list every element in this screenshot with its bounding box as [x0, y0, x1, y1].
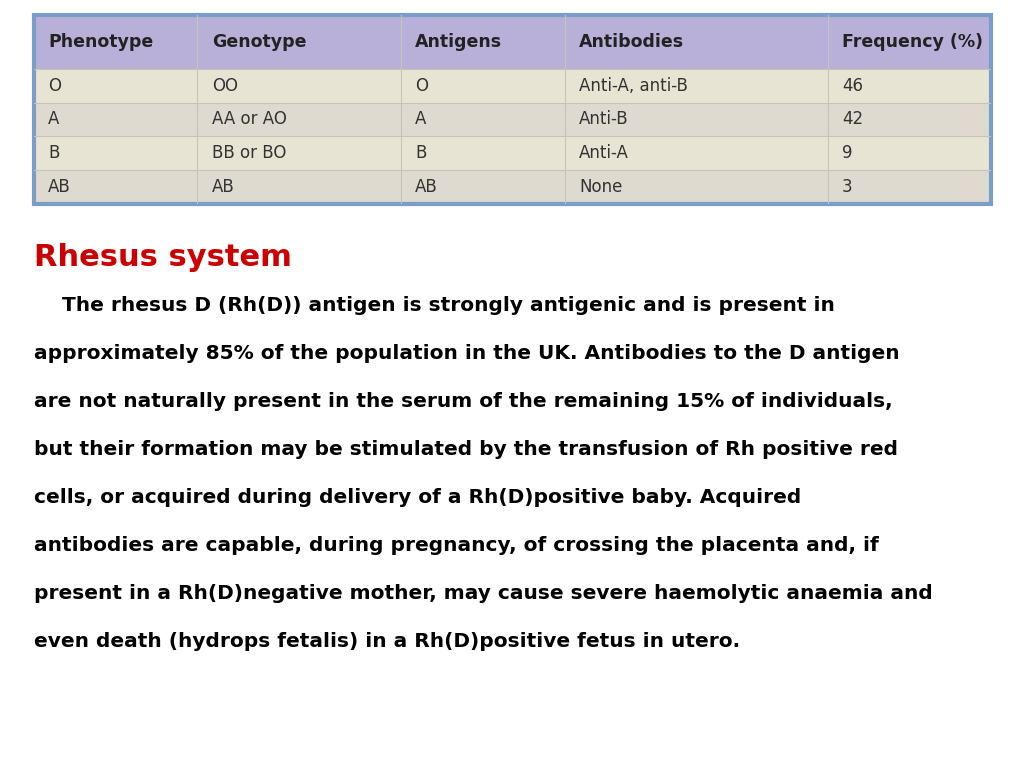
Bar	[198, 103, 400, 136]
Text: Anti-B: Anti-B	[579, 111, 629, 128]
Text: 46: 46	[842, 77, 863, 94]
Bar	[198, 15, 400, 69]
Bar	[34, 136, 198, 170]
Bar	[400, 103, 564, 136]
Bar	[827, 136, 991, 170]
Text: OO: OO	[212, 77, 238, 94]
Text: O: O	[48, 77, 61, 94]
Bar	[400, 170, 564, 204]
Text: Frequency (%): Frequency (%)	[842, 33, 983, 51]
Text: approximately 85% of the population in the UK. Antibodies to the D antigen: approximately 85% of the population in t…	[34, 344, 899, 362]
Bar	[198, 170, 400, 204]
Bar	[564, 69, 827, 103]
Text: The rhesus D (Rh(D)) antigen is strongly antigenic and is present in: The rhesus D (Rh(D)) antigen is strongly…	[34, 296, 835, 315]
Text: None: None	[579, 177, 623, 196]
Text: AB: AB	[48, 177, 71, 196]
Bar	[198, 69, 400, 103]
Text: Phenotype: Phenotype	[48, 33, 154, 51]
Bar	[827, 69, 991, 103]
Text: cells, or acquired during delivery of a Rh(D)positive baby. Acquired: cells, or acquired during delivery of a …	[34, 488, 801, 507]
Text: but their formation may be stimulated by the transfusion of Rh positive red: but their formation may be stimulated by…	[34, 440, 898, 458]
Bar	[34, 170, 198, 204]
Text: Antigens: Antigens	[416, 33, 503, 51]
Text: AB: AB	[212, 177, 234, 196]
Text: A: A	[416, 111, 427, 128]
Bar	[34, 103, 198, 136]
Text: Anti-A, anti-B: Anti-A, anti-B	[579, 77, 688, 94]
Bar	[400, 69, 564, 103]
Text: B: B	[48, 144, 59, 162]
Bar	[198, 136, 400, 170]
Text: BB or BO: BB or BO	[212, 144, 287, 162]
Bar	[564, 136, 827, 170]
Text: O: O	[416, 77, 428, 94]
Text: A: A	[48, 111, 59, 128]
Text: AA or AO: AA or AO	[212, 111, 287, 128]
Text: B: B	[416, 144, 427, 162]
Text: AB: AB	[416, 177, 438, 196]
Bar	[564, 15, 827, 69]
Text: even death (hydrops fetalis) in a Rh(D)positive fetus in utero.: even death (hydrops fetalis) in a Rh(D)p…	[34, 632, 740, 651]
Bar	[34, 15, 198, 69]
Text: 42: 42	[842, 111, 863, 128]
Text: Rhesus system: Rhesus system	[34, 243, 292, 273]
Text: present in a Rh(D)negative mother, may cause severe haemolytic anaemia and: present in a Rh(D)negative mother, may c…	[34, 584, 933, 603]
Text: antibodies are capable, during pregnancy, of crossing the placenta and, if: antibodies are capable, during pregnancy…	[34, 536, 879, 555]
Text: are not naturally present in the serum of the remaining 15% of individuals,: are not naturally present in the serum o…	[34, 392, 893, 411]
Bar	[827, 15, 991, 69]
Bar	[34, 69, 198, 103]
Bar	[827, 103, 991, 136]
Text: Antibodies: Antibodies	[579, 33, 684, 51]
Bar	[827, 170, 991, 204]
Text: Genotype: Genotype	[212, 33, 306, 51]
Text: 9: 9	[842, 144, 852, 162]
Text: Anti-A: Anti-A	[579, 144, 629, 162]
Bar	[400, 15, 564, 69]
Text: 3: 3	[842, 177, 853, 196]
Bar	[564, 170, 827, 204]
Bar	[400, 136, 564, 170]
Bar	[564, 103, 827, 136]
